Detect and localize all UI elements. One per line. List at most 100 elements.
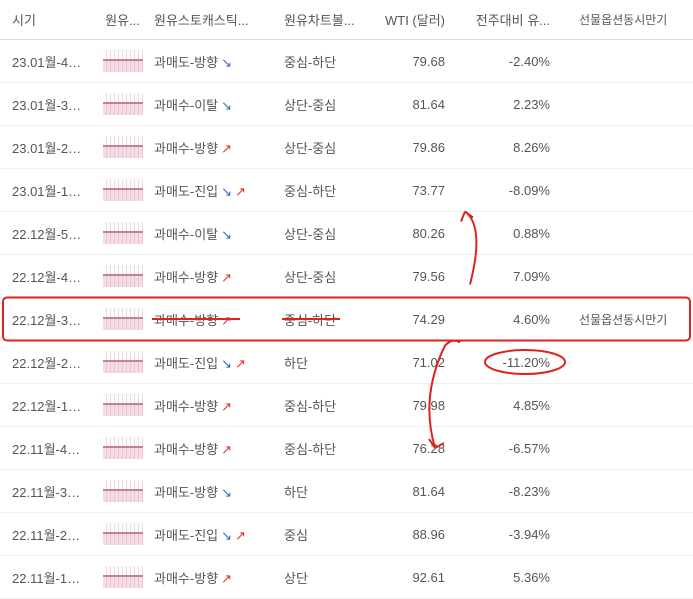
cell-wti: 88.96 <box>370 513 465 556</box>
cell-expiry <box>575 513 693 556</box>
arrow-up-icon: ↗ <box>221 141 232 156</box>
cell-boll: 상단-중심 <box>280 126 370 169</box>
header-stoch[interactable]: 원유스토캐스틱... <box>150 0 280 40</box>
cell-time: 23.01월-1주 ... <box>0 169 95 212</box>
cell-change: -8.09% <box>465 169 575 212</box>
cell-expiry <box>575 556 693 599</box>
arrow-down-icon: ↘ <box>221 227 232 242</box>
cell-expiry <box>575 40 693 83</box>
table-row[interactable]: 22.11월-3주 ...과매도-방향↘하단81.64-8.23% <box>0 470 693 513</box>
table-row[interactable]: 22.12월-2주 ...과매도-진입↘↗하단71.02-11.20% <box>0 341 693 384</box>
data-table: 시기 원유... 원유스토캐스틱... 원유차트볼... WTI (달러) 전주… <box>0 0 693 599</box>
cell-change: -6.57% <box>465 427 575 470</box>
cell-wti: 71.02 <box>370 341 465 384</box>
cell-stoch: 과매도-방향↘ <box>150 40 280 83</box>
cell-boll: 중심-하단 <box>280 298 370 341</box>
cell-chart-thumb <box>95 513 150 556</box>
cell-boll: 상단-중심 <box>280 212 370 255</box>
cell-change: 2.23% <box>465 83 575 126</box>
arrow-up-icon: ↗ <box>221 270 232 285</box>
cell-boll: 하단 <box>280 341 370 384</box>
cell-boll: 중심-하단 <box>280 169 370 212</box>
table-row[interactable]: 22.11월-2주 ... 과매도-진입↘↗중심88.96-3.94% <box>0 513 693 556</box>
arrow-down-icon: ↘ <box>221 184 232 199</box>
cell-change: -2.40% <box>465 40 575 83</box>
cell-expiry <box>575 255 693 298</box>
cell-boll: 상단-중심 <box>280 255 370 298</box>
chart-thumbnail <box>103 308 143 330</box>
header-chart[interactable]: 원유... <box>95 0 150 40</box>
cell-wti: 92.61 <box>370 556 465 599</box>
cell-expiry <box>575 384 693 427</box>
cell-chart-thumb <box>95 83 150 126</box>
cell-boll: 중심 <box>280 513 370 556</box>
table-row[interactable]: 22.11월-1주 ...과매수-방향↗상단92.615.36% <box>0 556 693 599</box>
cell-change: 0.88% <box>465 212 575 255</box>
arrow-down-icon: ↘ <box>221 485 232 500</box>
arrow-up-icon: ↗ <box>221 313 232 328</box>
cell-chart-thumb <box>95 341 150 384</box>
cell-stoch: 과매도-방향↘ <box>150 470 280 513</box>
cell-stoch: 과매수-방향↗ <box>150 384 280 427</box>
chart-thumbnail <box>103 394 143 416</box>
cell-stoch: 과매수-이탈↘ <box>150 212 280 255</box>
chart-thumbnail <box>103 179 143 201</box>
cell-time: 23.01월-3주 ... <box>0 83 95 126</box>
cell-boll: 중심-하단 <box>280 40 370 83</box>
cell-chart-thumb <box>95 384 150 427</box>
cell-expiry <box>575 470 693 513</box>
cell-change: 7.09% <box>465 255 575 298</box>
cell-expiry <box>575 126 693 169</box>
header-boll[interactable]: 원유차트볼... <box>280 0 370 40</box>
cell-stoch: 과매도-진입↘↗ <box>150 169 280 212</box>
cell-time: 22.12월-5주 ... <box>0 212 95 255</box>
table-row[interactable]: 23.01월-3주 ...과매수-이탈↘상단-중심81.642.23% <box>0 83 693 126</box>
cell-time: 22.12월-4주 ... <box>0 255 95 298</box>
cell-change: 5.36% <box>465 556 575 599</box>
header-time[interactable]: 시기 <box>0 0 95 40</box>
cell-wti: 76.28 <box>370 427 465 470</box>
table-row[interactable]: 23.01월-4주 ...과매도-방향↘중심-하단79.68-2.40% <box>0 40 693 83</box>
header-wti[interactable]: WTI (달러) <box>370 0 465 40</box>
cell-expiry: 선물옵션동시만기 <box>575 298 693 341</box>
arrow-up-icon: ↗ <box>221 442 232 457</box>
cell-wti: 81.64 <box>370 83 465 126</box>
cell-change: -3.94% <box>465 513 575 556</box>
cell-change: 4.60% <box>465 298 575 341</box>
arrow-up-icon: ↗ <box>221 399 232 414</box>
table-row[interactable]: 22.12월-3주 ...과매수-방향↗중심-하단74.294.60%선물옵션동… <box>0 298 693 341</box>
cell-time: 23.01월-4주 ... <box>0 40 95 83</box>
cell-wti: 73.77 <box>370 169 465 212</box>
cell-wti: 80.26 <box>370 212 465 255</box>
cell-boll: 상단 <box>280 556 370 599</box>
cell-time: 22.11월-3주 ... <box>0 470 95 513</box>
cell-stoch: 과매도-진입↘↗ <box>150 513 280 556</box>
cell-expiry <box>575 212 693 255</box>
cell-expiry <box>575 83 693 126</box>
cell-stoch: 과매수-방향↗ <box>150 427 280 470</box>
header-expiry[interactable]: 선물옵션동시만기 <box>575 0 693 40</box>
cell-chart-thumb <box>95 556 150 599</box>
table-row[interactable]: 23.01월-1주 ... 과매도-진입↘↗중심-하단73.77-8.09% <box>0 169 693 212</box>
arrow-up-icon: ↗ <box>235 356 246 371</box>
chart-thumbnail <box>103 480 143 502</box>
cell-chart-thumb <box>95 255 150 298</box>
cell-boll: 상단-중심 <box>280 83 370 126</box>
table-row[interactable]: 22.12월-4주 ...과매수-방향↗상단-중심79.567.09% <box>0 255 693 298</box>
table-row[interactable]: 22.11월-4주 ...과매수-방향↗중심-하단76.28-6.57% <box>0 427 693 470</box>
table-row[interactable]: 22.12월-1주 ...과매수-방향↗중심-하단79.984.85% <box>0 384 693 427</box>
cell-boll: 중심-하단 <box>280 427 370 470</box>
arrow-up-icon: ↗ <box>235 528 246 543</box>
cell-change: -8.23% <box>465 470 575 513</box>
cell-chart-thumb <box>95 470 150 513</box>
cell-wti: 74.29 <box>370 298 465 341</box>
cell-wti: 79.86 <box>370 126 465 169</box>
cell-change: 4.85% <box>465 384 575 427</box>
table-row[interactable]: 22.12월-5주 ... 과매수-이탈↘상단-중심80.260.88% <box>0 212 693 255</box>
chart-thumbnail <box>103 265 143 287</box>
table-row[interactable]: 23.01월-2주 ...과매수-방향↗상단-중심79.868.26% <box>0 126 693 169</box>
chart-thumbnail <box>103 351 143 373</box>
cell-chart-thumb <box>95 40 150 83</box>
cell-time: 22.11월-2주 ... <box>0 513 95 556</box>
header-change[interactable]: 전주대비 유... <box>465 0 575 40</box>
